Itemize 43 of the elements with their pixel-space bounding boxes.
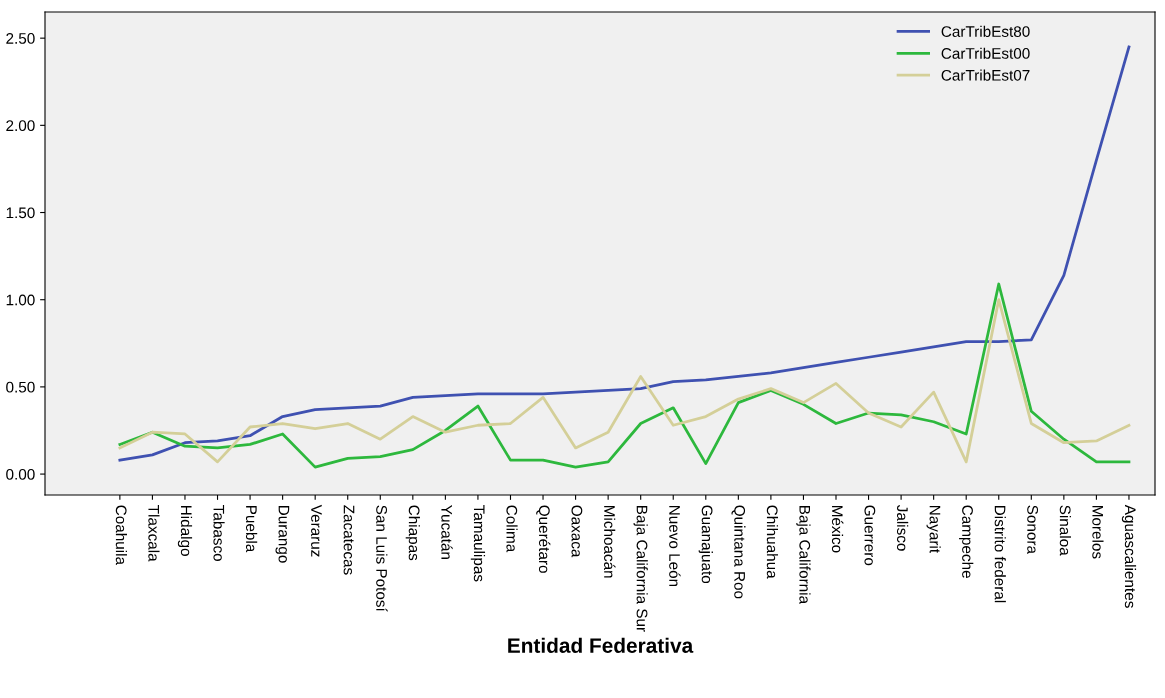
y-tick-label: 1.50 [6,207,35,219]
x-tick-label: Chihuahua [766,505,779,579]
x-tick-label: Tabasco [213,505,225,561]
x-tick-label: Puebla [245,505,258,553]
x-tick-label: Durango [275,505,290,563]
x-tick-label: Distrito federal [994,505,1006,603]
x-tick-label: Guanajuato [698,505,713,584]
x-tick-label: Quintana Roo [731,505,746,599]
x-tick-label: Nuevo León [669,505,681,587]
y-tick-label: 0.00 [6,468,35,480]
x-tick-label: Veraruz [311,504,322,557]
x-tick-label: Jalisco [897,504,909,551]
x-tick-label: Campeche [959,505,974,578]
x-tick-label: San Luis Potosí [376,505,388,612]
x-tick-label: México [831,505,844,553]
x-tick-label: Sinaloa [1059,505,1071,556]
x-tick-label: Chiapas [405,505,420,561]
y-tick-label: 0.50 [6,381,35,393]
legend-label: CarTribEst80 [941,25,1030,37]
x-tick-label: Colima [506,505,518,553]
x-tick-label: Sonora [1027,505,1039,554]
x-tick-label: Aguascalientes [1121,504,1137,608]
legend-label: CarTribEst00 [941,47,1030,59]
line-series [118,45,1131,462]
x-tick-label: Oaxaca [571,505,583,558]
x-tick-label: Querétaro [536,505,551,573]
x-tick-label: Yucatán [441,505,453,559]
y-tick-label: 2.00 [6,120,35,132]
x-tick-label: Michoacán [604,505,616,578]
x-tick-label: Guerrero [864,505,876,566]
x-tick-label: Tlaxcala [148,505,160,562]
x-tick-label: Zacatecas [343,505,355,575]
y-tick-label: 1.00 [6,294,35,306]
x-tick-label: Baja California Sur [633,505,648,632]
x-tick-label: Morelos [1092,505,1104,559]
x-tick-label: Tamaulipas [470,505,486,582]
legend-label: CarTribEst07 [941,69,1030,81]
y-tick-label: 2.50 [6,33,35,44]
x-tick-label: Coahuila [115,505,127,566]
x-axis-title: Entidad Federativa [508,637,694,653]
x-tick-label: Hidalgo [177,505,193,556]
x-tick-label: Nayarit [926,505,941,553]
x-tick-label: Baja California [796,505,811,605]
